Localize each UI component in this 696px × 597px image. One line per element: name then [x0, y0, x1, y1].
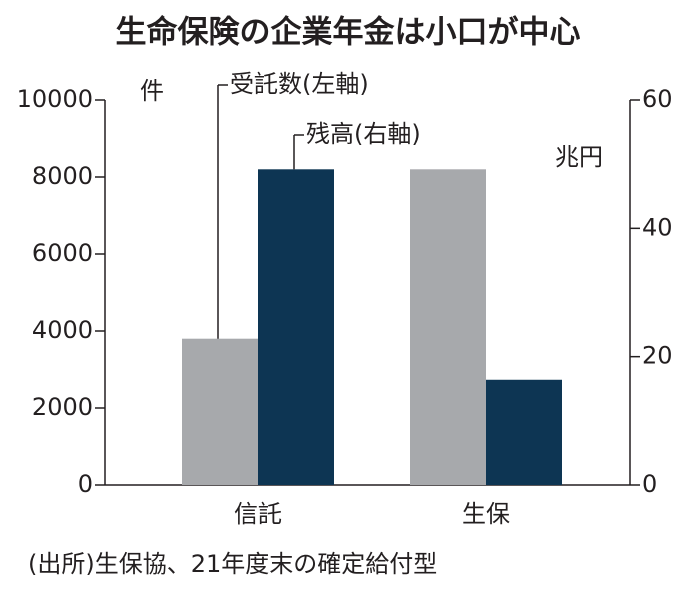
- bar: [486, 379, 562, 485]
- y-axis-unit: 件: [140, 77, 164, 105]
- y-tick-label: 8000: [32, 162, 93, 190]
- y-tick-label: 6000: [32, 239, 93, 267]
- bar: [182, 338, 258, 485]
- y-tick-label: 0: [78, 470, 93, 498]
- y2-tick-label: 20: [642, 342, 673, 370]
- y2-tick-label: 0: [642, 470, 657, 498]
- y2-tick-label: 40: [642, 213, 673, 241]
- bar: [410, 169, 486, 486]
- y2-axis-unit: 兆円: [555, 143, 603, 171]
- source-note: (出所)生保協、21年度末の確定給付型: [28, 550, 437, 578]
- legend-label: 残高(右軸): [306, 120, 421, 148]
- x-tick-label: 信託: [234, 500, 282, 528]
- y-tick-label: 4000: [32, 316, 93, 344]
- y-tick-label: 2000: [32, 393, 93, 421]
- legend-label: 受託数(左軸): [230, 70, 369, 98]
- x-tick-label: 生保: [462, 500, 510, 528]
- bar: [258, 169, 334, 486]
- y2-tick-label: 60: [642, 85, 673, 113]
- y-tick-label: 10000: [17, 85, 93, 113]
- chart-title: 生命保険の企業年金は小口が中心: [116, 15, 581, 51]
